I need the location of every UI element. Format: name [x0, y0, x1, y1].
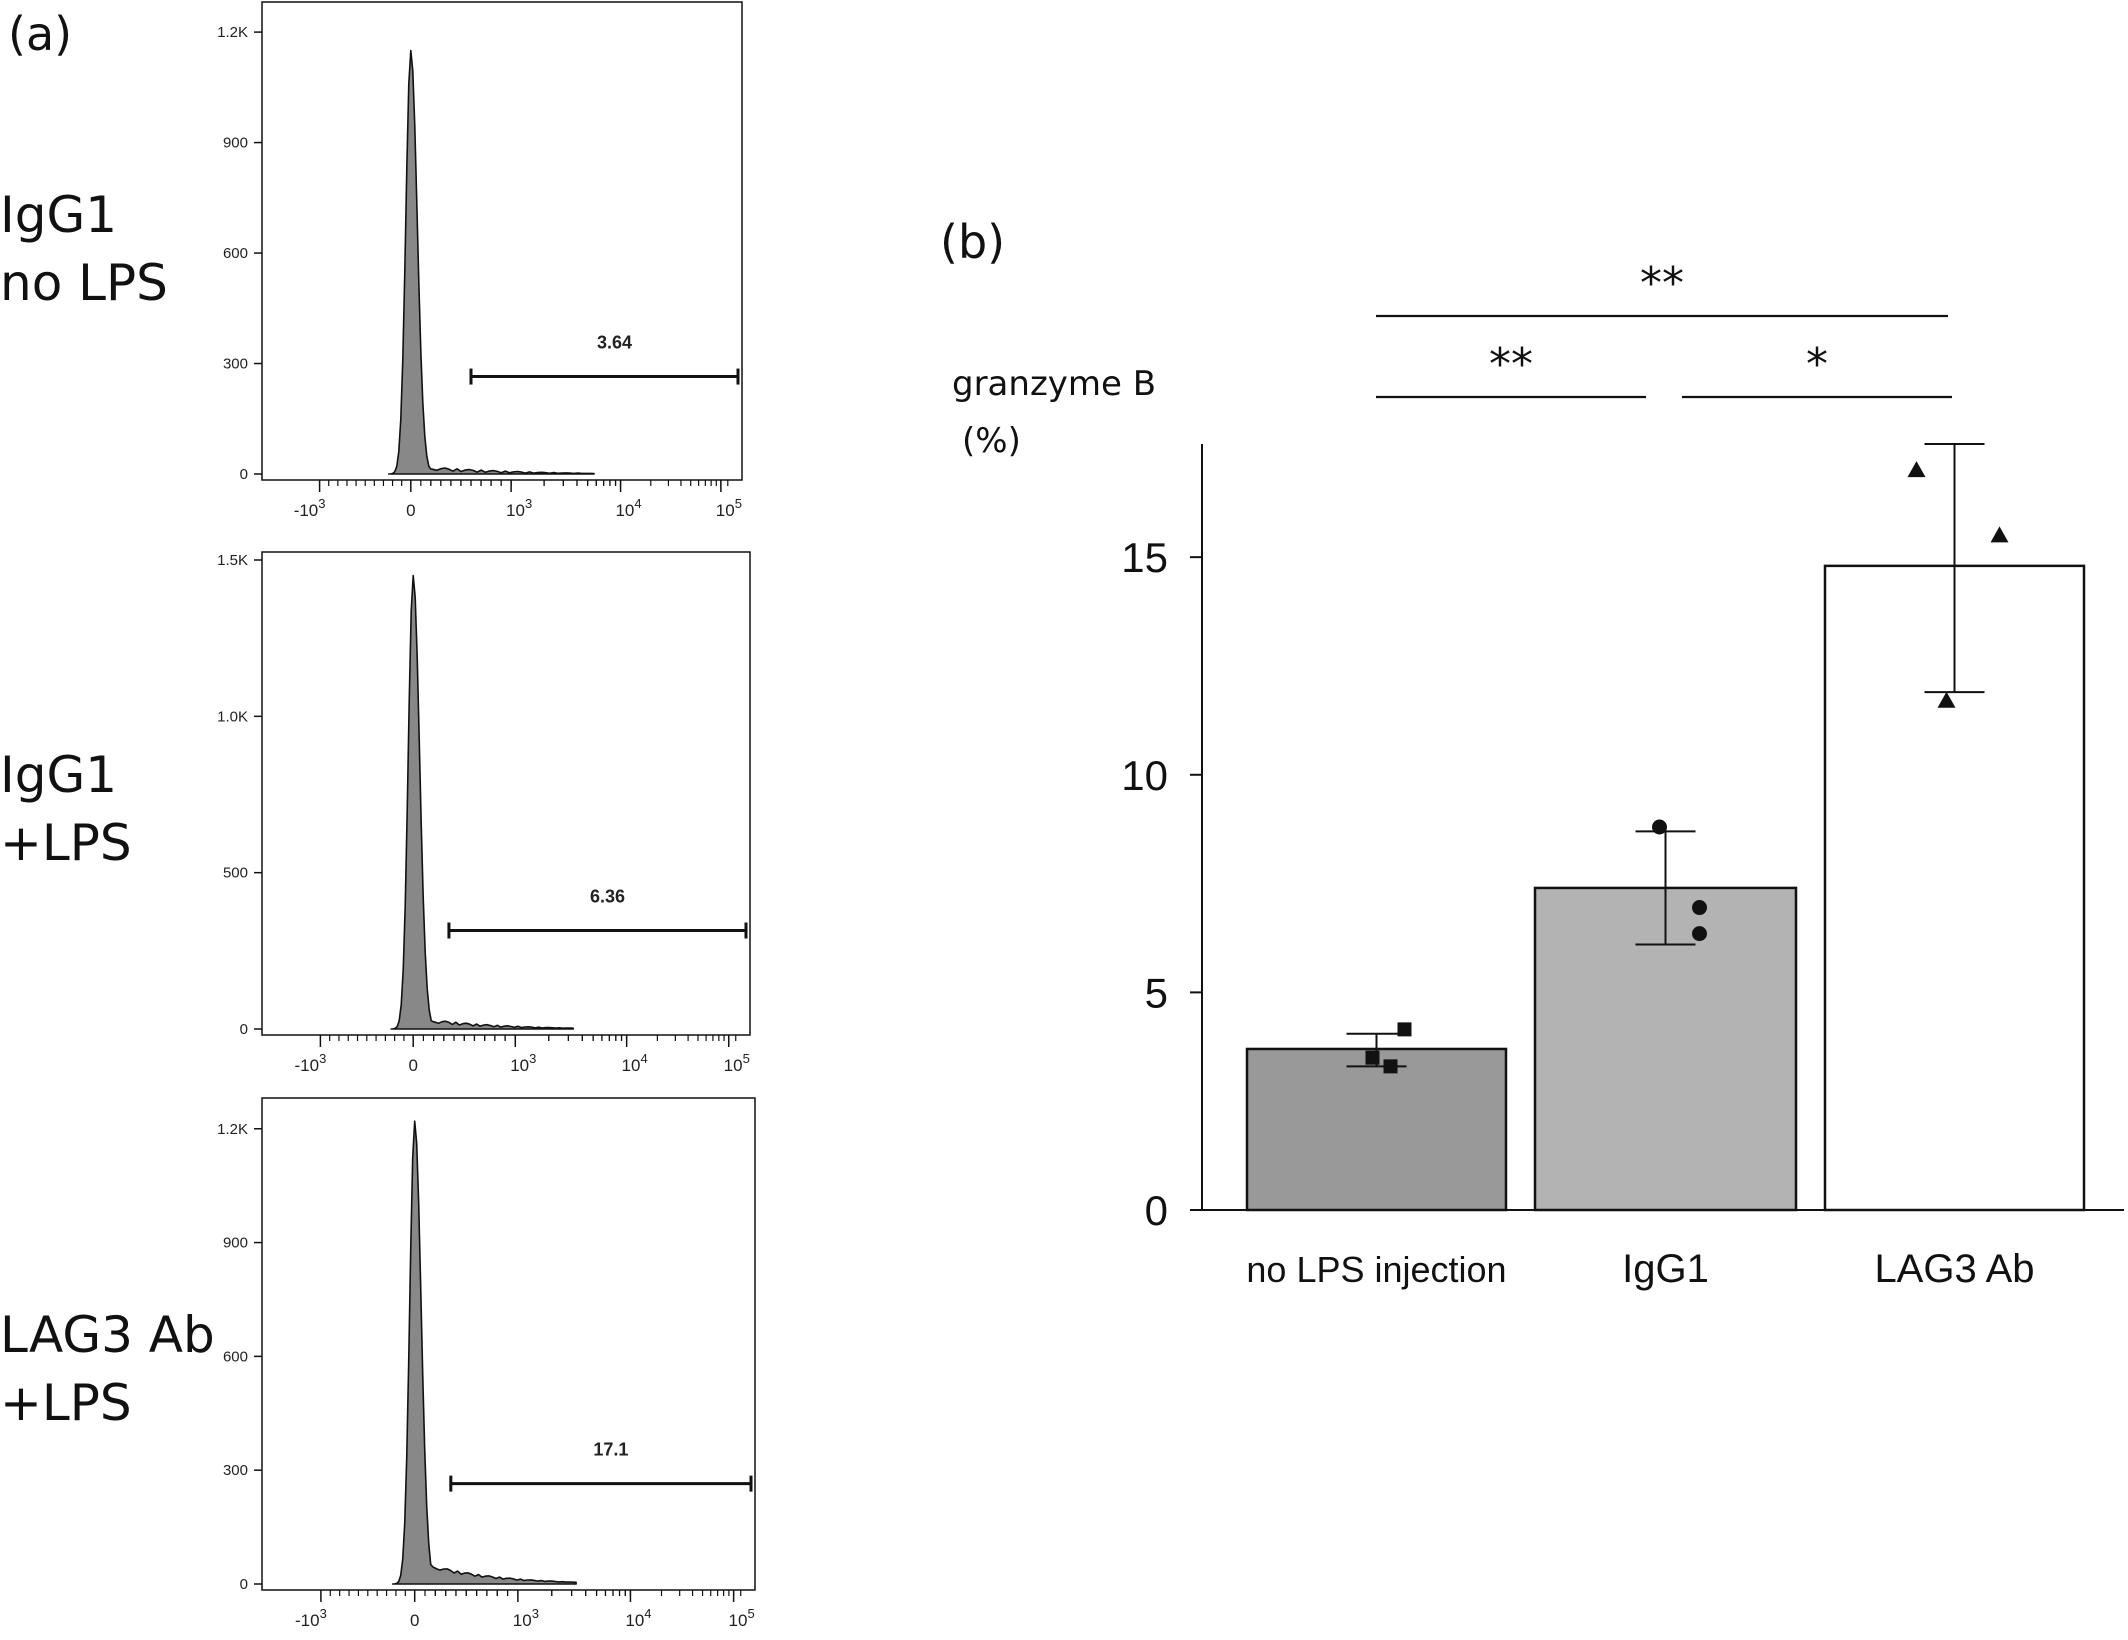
y-tick-label: 600	[223, 245, 248, 262]
x-tick-label: 0	[410, 1611, 419, 1630]
row-label-line: LAG3 Ab	[0, 1306, 215, 1364]
y-tick-label: 15	[1121, 534, 1168, 581]
gate-percent-label: 3.64	[597, 333, 632, 353]
category-label: LAG3 Ab	[1874, 1247, 2034, 1291]
histogram-area	[388, 49, 595, 475]
gate-percent-label: 6.36	[590, 887, 625, 907]
row-label-line: IgG1	[0, 746, 117, 804]
y-tick-label: 500	[223, 865, 248, 882]
y-tick-label: 10	[1121, 752, 1168, 799]
significance-label: **	[1489, 339, 1533, 390]
category-label: IgG1	[1622, 1247, 1709, 1291]
histogram-1: IgG1 no LPS 0 300 600 900 1.2K -103 0 103 104 105 3.…	[0, 1, 743, 520]
histogram-3: LAG3 Ab +LPS 0 300 600 900 1.2K -103 0 103 104 105 1…	[0, 1097, 756, 1630]
plot-frame	[261, 551, 751, 1036]
y-axis-label: granzyme B	[952, 364, 1156, 404]
histogram-panels: IgG1 no LPS 0 300 600 900 1.2K -103 0 103 104 105 3.…	[0, 1, 756, 1630]
x-tick-label: 105	[716, 496, 742, 520]
row-label-line: IgG1	[0, 186, 117, 244]
x-tick-label: 103	[513, 1606, 539, 1630]
data-point-triangle	[1990, 526, 2009, 543]
x-tick-label: 104	[625, 1606, 651, 1630]
panel-a-label: (a)	[8, 7, 72, 61]
x-tick-label: -103	[295, 1606, 327, 1630]
y-tick-label: 1.2K	[217, 24, 248, 41]
data-point-square	[1365, 1050, 1380, 1065]
y-tick-label: 0	[240, 466, 248, 483]
x-tick-label: 103	[510, 1051, 536, 1075]
significance-label: *	[1806, 339, 1828, 390]
significance-label: **	[1640, 258, 1684, 309]
gate-percent-label: 17.1	[593, 1440, 628, 1460]
x-tick-label: -103	[294, 1051, 326, 1075]
histogram-area	[390, 574, 574, 1030]
category-label: no LPS injection	[1246, 1249, 1506, 1290]
y-tick-label: 1.0K	[217, 708, 248, 725]
histogram-area	[391, 1120, 577, 1585]
y-tick-label: 900	[223, 135, 248, 152]
y-axis-label: (%)	[962, 421, 1021, 461]
y-tick-label: 5	[1145, 969, 1168, 1016]
data-point-circle	[1692, 900, 1707, 916]
x-tick-label: 105	[724, 1051, 750, 1075]
bar-chart: granzyme B (%) 0 5 10 15 no LPS injection IgG1 L…	[952, 258, 2124, 1291]
x-tick-label: -103	[294, 496, 326, 520]
bar-1	[1245, 1047, 1508, 1212]
x-tick-label: 0	[408, 1056, 417, 1075]
x-tick-label: 104	[622, 1051, 648, 1075]
x-tick-label: 105	[729, 1606, 755, 1630]
y-tick-label: 300	[223, 1462, 248, 1479]
histogram-2: IgG1 +LPS 0 500 1.0K 1.5K -103 0 103 104 105 6.36	[0, 551, 751, 1075]
row-label-line: +LPS	[0, 1374, 132, 1432]
y-tick-label: 0	[1145, 1187, 1168, 1234]
row-label-line: no LPS	[0, 254, 168, 312]
x-tick-label: 0	[406, 501, 415, 520]
data-point-triangle	[1907, 461, 1926, 478]
y-tick-label: 1.2K	[217, 1121, 248, 1138]
y-tick-label: 600	[223, 1348, 248, 1365]
data-point-triangle	[1937, 691, 1956, 708]
y-tick-label: 900	[223, 1235, 248, 1252]
row-label-line: +LPS	[0, 814, 132, 872]
plot-frame	[261, 1, 743, 481]
x-tick-label: 103	[506, 496, 532, 520]
panel-b-label: (b)	[940, 215, 1005, 269]
plot-frame	[261, 1097, 756, 1591]
y-tick-label: 0	[240, 1021, 248, 1038]
x-tick-label: 104	[615, 496, 641, 520]
data-point-circle	[1652, 819, 1667, 835]
data-point-circle	[1692, 926, 1707, 942]
y-tick-label: 300	[223, 356, 248, 373]
data-point-square	[1383, 1059, 1398, 1074]
y-tick-label: 0	[240, 1576, 248, 1593]
data-point-square	[1397, 1022, 1412, 1037]
y-tick-label: 1.5K	[217, 552, 248, 569]
